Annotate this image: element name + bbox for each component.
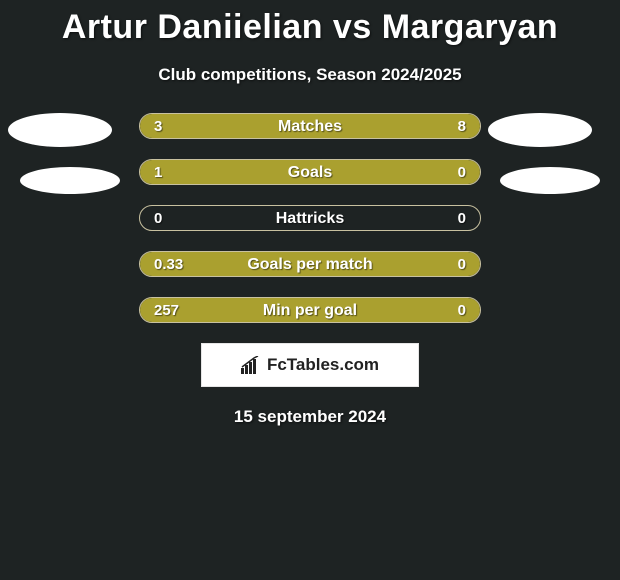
stat-bar: Hattricks0 0 <box>139 205 481 231</box>
bar-label: Goals <box>140 160 480 185</box>
bar-value-right: 0 <box>458 160 466 185</box>
logo-inner: FcTables.com <box>241 355 379 375</box>
stat-bar: Goals1 0 <box>139 159 481 185</box>
bar-label: Hattricks <box>140 206 480 231</box>
stat-bar: Goals per match0.33 0 <box>139 251 481 277</box>
bar-value-left: 257 <box>154 298 179 323</box>
player-right-avatar-1 <box>488 113 592 147</box>
date-line: 15 september 2024 <box>0 407 620 427</box>
stat-bar: Matches3 8 <box>139 113 481 139</box>
bar-value-right: 0 <box>458 298 466 323</box>
chart-icon <box>241 356 263 374</box>
logo-text: FcTables.com <box>267 355 379 375</box>
bar-value-right: 0 <box>458 206 466 231</box>
page-title: Artur Daniielian vs Margaryan <box>0 0 620 47</box>
bar-value-left: 1 <box>154 160 162 185</box>
bar-value-left: 0 <box>154 206 162 231</box>
bar-label: Matches <box>140 114 480 139</box>
player-left-avatar-1 <box>8 113 112 147</box>
bar-label: Goals per match <box>140 252 480 277</box>
subtitle: Club competitions, Season 2024/2025 <box>0 65 620 85</box>
bar-value-left: 3 <box>154 114 162 139</box>
stat-bar: Min per goal257 0 <box>139 297 481 323</box>
player-left-avatar-2 <box>20 167 120 194</box>
fctables-logo[interactable]: FcTables.com <box>201 343 419 387</box>
chart-area: Matches38Goals10Hattricks00Goals per mat… <box>0 113 620 427</box>
bar-value-left: 0.33 <box>154 252 183 277</box>
bar-label: Min per goal <box>140 298 480 323</box>
player-right-avatar-2 <box>500 167 600 194</box>
bar-value-right: 0 <box>458 252 466 277</box>
bar-value-right: 8 <box>458 114 466 139</box>
